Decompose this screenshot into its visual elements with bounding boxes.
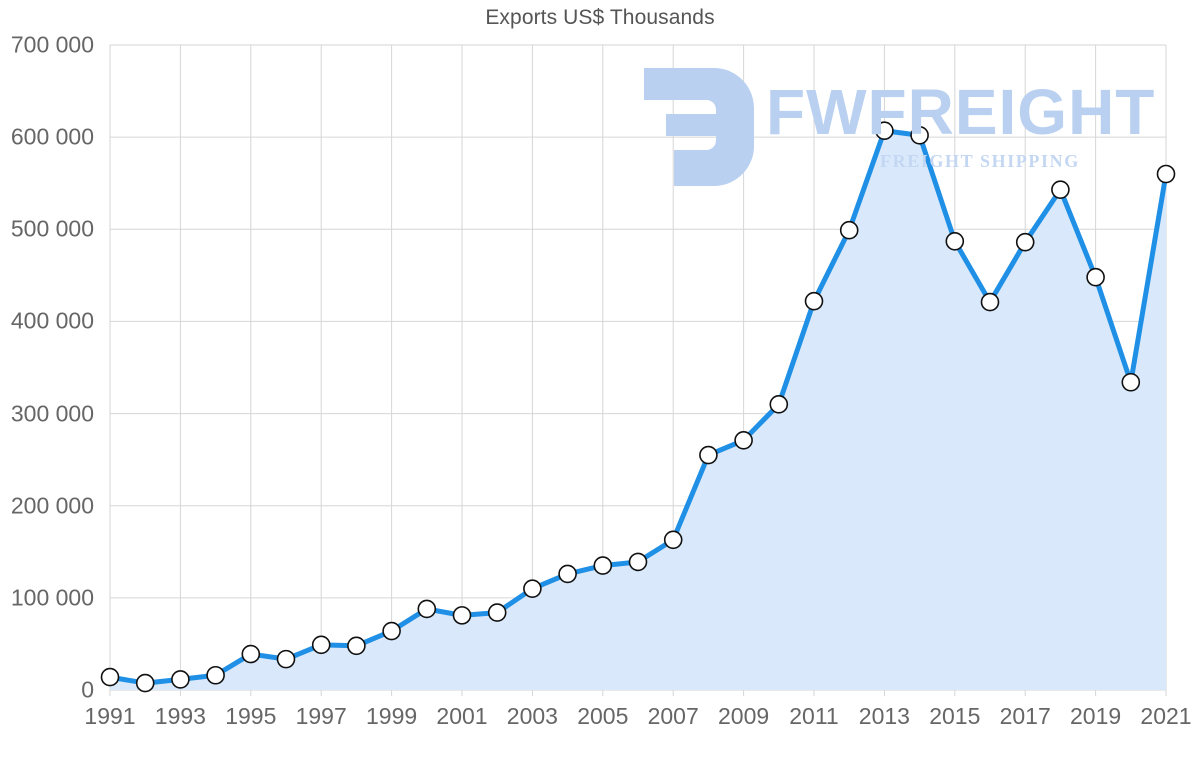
data-point-marker[interactable] [910, 126, 929, 145]
x-axis-tick-label: 1995 [225, 703, 277, 729]
data-point-marker[interactable] [523, 579, 542, 598]
x-axis-tick-label: 2021 [1140, 703, 1192, 729]
data-point-marker[interactable] [945, 231, 965, 251]
x-axis-tick-label: 2007 [647, 703, 699, 729]
data-point-marker[interactable] [1121, 372, 1141, 392]
data-point-marker[interactable] [1156, 164, 1176, 184]
data-point-marker[interactable] [241, 644, 261, 664]
y-axis-tick-label: 500 000 [10, 215, 94, 242]
area-fill [110, 130, 1166, 690]
x-axis-tick-label: 1991 [84, 703, 136, 729]
data-point-marker[interactable] [1051, 180, 1070, 199]
data-point-marker[interactable] [839, 220, 859, 240]
y-axis-tick-label: 100 000 [10, 584, 94, 611]
chart-title: Exports US$ Thousands [485, 6, 715, 29]
data-point-marker[interactable] [311, 635, 331, 655]
data-point-marker[interactable] [135, 673, 155, 693]
data-point-marker[interactable] [804, 291, 824, 311]
x-axis-tick-label: 2009 [718, 703, 770, 729]
x-axis-tick-label: 2015 [929, 703, 981, 729]
data-point-marker[interactable] [663, 530, 683, 550]
x-axis-tick-label: 1993 [154, 703, 206, 729]
x-axis-tick-label: 1999 [366, 703, 418, 729]
data-point-marker[interactable] [593, 556, 613, 575]
data-point-marker[interactable] [276, 649, 296, 669]
data-point-marker[interactable] [628, 552, 648, 572]
data-point-marker[interactable] [980, 292, 1000, 312]
x-axis-tick-label: 2019 [1070, 703, 1122, 729]
x-axis-tick-label: 2003 [506, 703, 558, 729]
data-point-marker[interactable] [699, 445, 718, 465]
y-axis-tick-label: 200 000 [10, 492, 94, 519]
x-axis-tick-label: 2013 [858, 703, 910, 729]
data-point-marker[interactable] [382, 621, 401, 641]
data-point-marker[interactable] [558, 564, 577, 584]
data-point-marker[interactable] [769, 395, 789, 414]
y-axis-tick-label: 400 000 [10, 307, 94, 334]
y-axis-tick-label: 0 [81, 676, 94, 703]
x-axis-tick-label: 2011 [789, 703, 839, 729]
data-point-marker[interactable] [100, 667, 120, 687]
data-point-marker[interactable] [206, 665, 225, 685]
x-axis-tick-label: 2001 [436, 703, 488, 729]
data-point-marker[interactable] [452, 606, 472, 625]
x-axis-tick-label: 2005 [577, 703, 629, 729]
data-point-markers [100, 121, 1176, 693]
x-axis-tick-label: 2017 [999, 703, 1051, 729]
data-point-marker[interactable] [171, 670, 190, 689]
x-axis-tick-label: 1997 [295, 703, 347, 729]
data-point-marker[interactable] [1086, 267, 1105, 287]
data-point-marker[interactable] [487, 603, 507, 622]
data-point-marker[interactable] [875, 121, 894, 140]
data-point-marker[interactable] [734, 430, 753, 450]
y-axis-tick-label: 700 000 [10, 31, 94, 58]
y-axis-tick-label: 600 000 [10, 123, 94, 150]
data-point-marker[interactable] [1015, 232, 1035, 252]
data-point-marker[interactable] [417, 599, 437, 619]
y-axis-tick-label: 300 000 [10, 400, 94, 427]
data-point-marker[interactable] [347, 636, 366, 656]
